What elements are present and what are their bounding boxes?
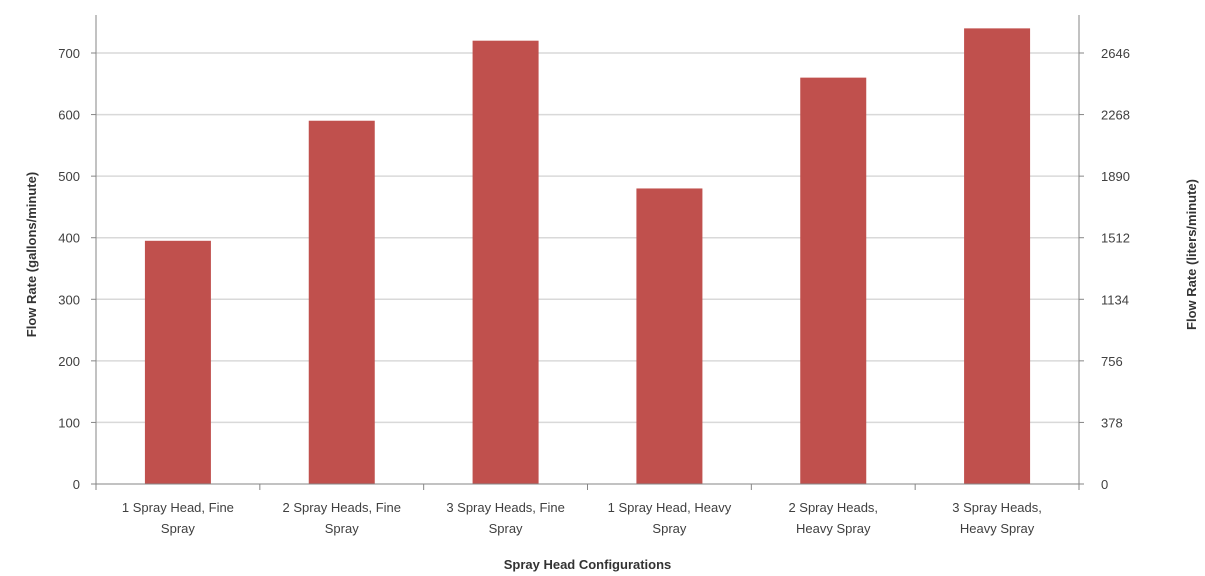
right-y-axis-title: Flow Rate (liters/minute) [1184,179,1199,330]
right-y-tick-labels: 0 378 756 1134 1512 1890 2268 2646 [1101,46,1130,492]
right-y-tick-label: 1890 [1101,169,1130,184]
left-y-tick-label: 500 [58,169,80,184]
right-y-tick-label: 0 [1101,477,1108,492]
right-y-tick-label: 2268 [1101,108,1130,123]
bar [964,28,1031,484]
left-y-tick-label: 700 [58,46,80,61]
left-y-tick-label: 200 [58,354,80,369]
bar [308,120,375,484]
bars [144,28,1031,484]
x-category-label: 2 Spray Heads, Heavy Spray [788,500,878,536]
axes [91,15,1084,490]
bar [472,40,539,484]
x-category-label: 3 Spray Heads, Heavy Spray [952,500,1042,536]
left-y-tick-label: 0 [73,477,80,492]
left-y-axis-title: Flow Rate (gallons/minute) [24,172,39,337]
right-y-tick-label: 1512 [1101,231,1130,246]
x-category-label: 1 Spray Head, Heavy Spray [608,500,732,536]
bar [144,240,211,484]
left-y-tick-label: 300 [58,292,80,307]
bar [636,188,703,484]
x-category-label: 3 Spray Heads, Fine Spray [446,500,565,536]
x-category-labels: 1 Spray Head, Fine Spray 2 Spray Heads, Fi… [122,500,1042,536]
bar [800,77,867,484]
gridlines [96,52,1079,424]
right-y-tick-label: 756 [1101,354,1123,369]
right-y-tick-label: 2646 [1101,46,1130,61]
x-category-label: 2 Spray Heads, Fine Spray [282,500,401,536]
right-y-tick-label: 378 [1101,415,1123,430]
x-axis-title: Spray Head Configurations [504,557,672,572]
left-y-tick-label: 600 [58,108,80,123]
left-y-tick-label: 100 [58,415,80,430]
left-y-tick-labels: 0 100 200 300 400 500 600 700 [58,46,80,492]
right-y-tick-label: 1134 [1101,292,1129,307]
x-category-label: 1 Spray Head, Fine Spray [122,500,234,536]
left-y-tick-label: 400 [58,231,80,246]
